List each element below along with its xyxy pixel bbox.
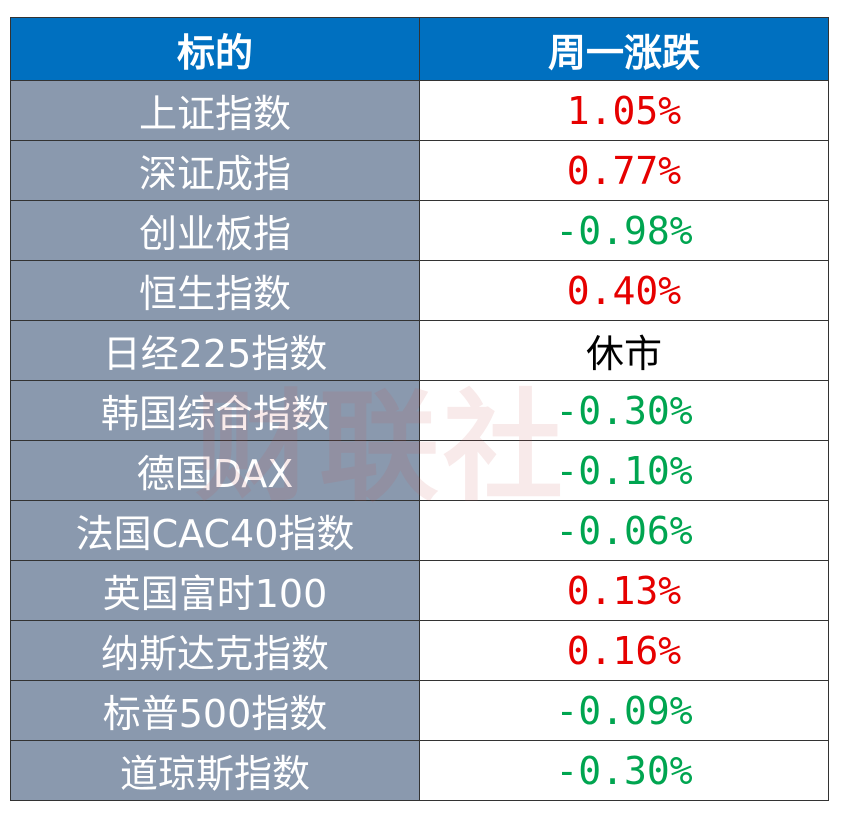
index-name: 日经225指数	[10, 320, 420, 381]
table-row: 上证指数 1.05%	[10, 80, 829, 141]
change-value: 0.13%	[419, 560, 829, 621]
change-value: -0.09%	[419, 680, 829, 741]
table-body: 上证指数 1.05% 深证成指 0.77% 创业板指 -0.98% 恒生指数 0.40% 日经2…	[10, 80, 829, 801]
index-table: 标的 周一涨跌 上证指数 1.05% 深证成指 0.77% 创业板指 -0.98% 恒生指数…	[10, 17, 829, 801]
change-value: 0.77%	[419, 140, 829, 201]
index-name: 道琼斯指数	[10, 740, 420, 801]
table-row: 英国富时100 0.13%	[10, 560, 829, 621]
change-value: -0.30%	[419, 380, 829, 441]
index-name: 纳斯达克指数	[10, 620, 420, 681]
index-name: 法国CAC40指数	[10, 500, 420, 561]
index-name: 德国DAX	[10, 440, 420, 501]
index-name: 深证成指	[10, 140, 420, 201]
change-value: 0.40%	[419, 260, 829, 321]
table-head: 标的 周一涨跌	[10, 17, 829, 81]
index-name: 恒生指数	[10, 260, 420, 321]
index-name: 韩国综合指数	[10, 380, 420, 441]
change-value: 0.16%	[419, 620, 829, 681]
table-row: 创业板指 -0.98%	[10, 200, 829, 261]
index-name: 英国富时100	[10, 560, 420, 621]
change-value: -0.98%	[419, 200, 829, 261]
header-row: 标的 周一涨跌	[10, 17, 829, 81]
header-cell: 周一涨跌	[419, 17, 829, 81]
change-value: -0.10%	[419, 440, 829, 501]
table-row: 道琼斯指数 -0.30%	[10, 740, 829, 801]
table-row: 深证成指 0.77%	[10, 140, 829, 201]
table-row: 恒生指数 0.40%	[10, 260, 829, 321]
table-row: 法国CAC40指数 -0.06%	[10, 500, 829, 561]
header-cell: 标的	[10, 17, 420, 81]
change-value: 1.05%	[419, 80, 829, 141]
change-value: -0.30%	[419, 740, 829, 801]
table-row: 纳斯达克指数 0.16%	[10, 620, 829, 681]
table-row: 德国DAX -0.10%	[10, 440, 829, 501]
index-name: 创业板指	[10, 200, 420, 261]
table-row: 标普500指数 -0.09%	[10, 680, 829, 741]
index-name: 标普500指数	[10, 680, 420, 741]
change-value: -0.06%	[419, 500, 829, 561]
table-row: 日经225指数 休市	[10, 320, 829, 381]
change-value: 休市	[419, 320, 829, 381]
index-name: 上证指数	[10, 80, 420, 141]
table-row: 韩国综合指数 -0.30%	[10, 380, 829, 441]
